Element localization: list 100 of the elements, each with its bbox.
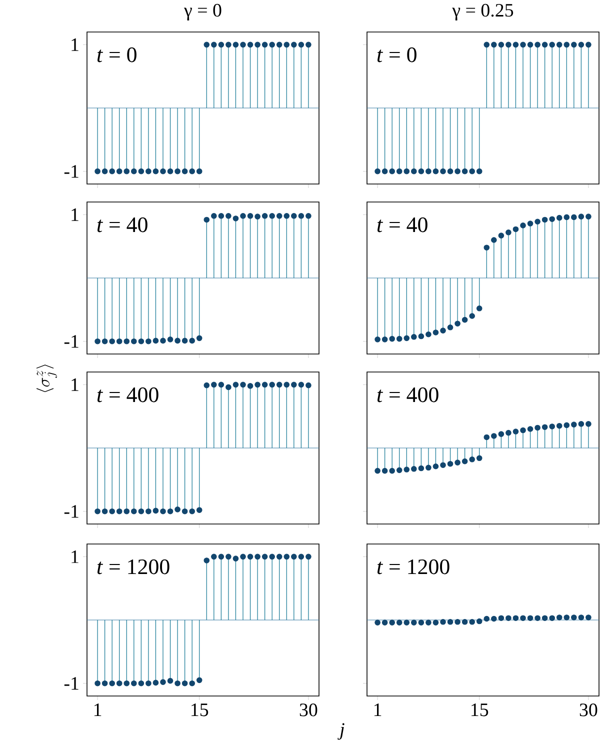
point (262, 213, 268, 219)
point (196, 677, 202, 684)
point (549, 216, 555, 222)
y-tick-label: -1 (64, 505, 78, 518)
point (116, 680, 122, 686)
annotation: t = 400 (97, 387, 158, 402)
point (432, 463, 439, 470)
point (182, 508, 188, 514)
point (306, 554, 312, 560)
point (462, 316, 468, 323)
x-tick-label: 30 (580, 704, 598, 716)
point (152, 680, 159, 686)
point (174, 338, 180, 344)
point (204, 382, 210, 388)
point (506, 430, 512, 436)
point (578, 421, 584, 427)
point (131, 338, 137, 344)
point (454, 320, 460, 327)
point (404, 335, 410, 342)
y-tick-label: -1 (64, 165, 78, 178)
point (138, 508, 144, 514)
x-tick-label: 1 (374, 704, 382, 716)
point (396, 467, 402, 474)
point (586, 214, 592, 220)
point (240, 554, 246, 560)
x-axis-title: j (338, 723, 344, 740)
point (418, 333, 424, 340)
point (298, 213, 304, 219)
chart-title: γ = 0.25 (452, 4, 514, 21)
point (146, 508, 152, 514)
point (447, 324, 454, 330)
point (404, 466, 410, 472)
point (138, 680, 144, 686)
point (204, 558, 210, 564)
point (374, 468, 380, 474)
point (447, 460, 454, 467)
point (109, 680, 115, 686)
point (291, 382, 297, 388)
point (146, 338, 152, 344)
point (491, 433, 497, 439)
point (269, 382, 275, 388)
point (382, 468, 388, 474)
point (542, 424, 548, 430)
point (160, 679, 166, 685)
point (578, 214, 584, 220)
point (426, 464, 432, 471)
point (549, 424, 555, 430)
point (374, 336, 380, 342)
point (124, 338, 130, 344)
point (116, 338, 122, 344)
y-tick-label: 1 (72, 550, 78, 563)
point (262, 554, 268, 560)
point (102, 338, 108, 344)
point (160, 338, 166, 344)
point (254, 214, 260, 220)
point (182, 338, 188, 344)
point (109, 338, 115, 344)
point (520, 222, 526, 228)
point (389, 336, 395, 342)
point (469, 313, 475, 319)
point (298, 382, 304, 388)
point (138, 338, 144, 344)
point (306, 213, 312, 219)
point (218, 213, 224, 219)
point (247, 213, 254, 219)
point (167, 678, 174, 684)
point (269, 213, 275, 219)
point (432, 330, 439, 336)
y-tick-label: -1 (64, 335, 78, 348)
point (94, 508, 100, 514)
point (167, 336, 174, 342)
point (131, 508, 137, 514)
point (174, 506, 180, 512)
chart-title: γ = 0 (184, 4, 222, 21)
point (276, 382, 282, 388)
point (131, 680, 137, 686)
point (211, 554, 217, 560)
point (218, 554, 224, 560)
annotation: t = 40 (97, 217, 148, 232)
point (167, 508, 174, 514)
point (211, 382, 217, 388)
point (396, 336, 402, 342)
point (440, 328, 446, 334)
point (174, 680, 180, 686)
point (306, 382, 312, 388)
point (152, 508, 159, 514)
point (276, 213, 282, 219)
point (571, 422, 577, 428)
point (564, 214, 570, 220)
x-tick-label: 15 (192, 704, 208, 716)
point (382, 336, 388, 342)
annotation: t = 0 (377, 47, 416, 62)
point (226, 554, 232, 560)
point (534, 218, 540, 225)
point (527, 426, 534, 432)
point (269, 554, 275, 560)
point (240, 213, 246, 219)
point (94, 338, 100, 344)
point (484, 244, 490, 251)
point (512, 226, 519, 232)
